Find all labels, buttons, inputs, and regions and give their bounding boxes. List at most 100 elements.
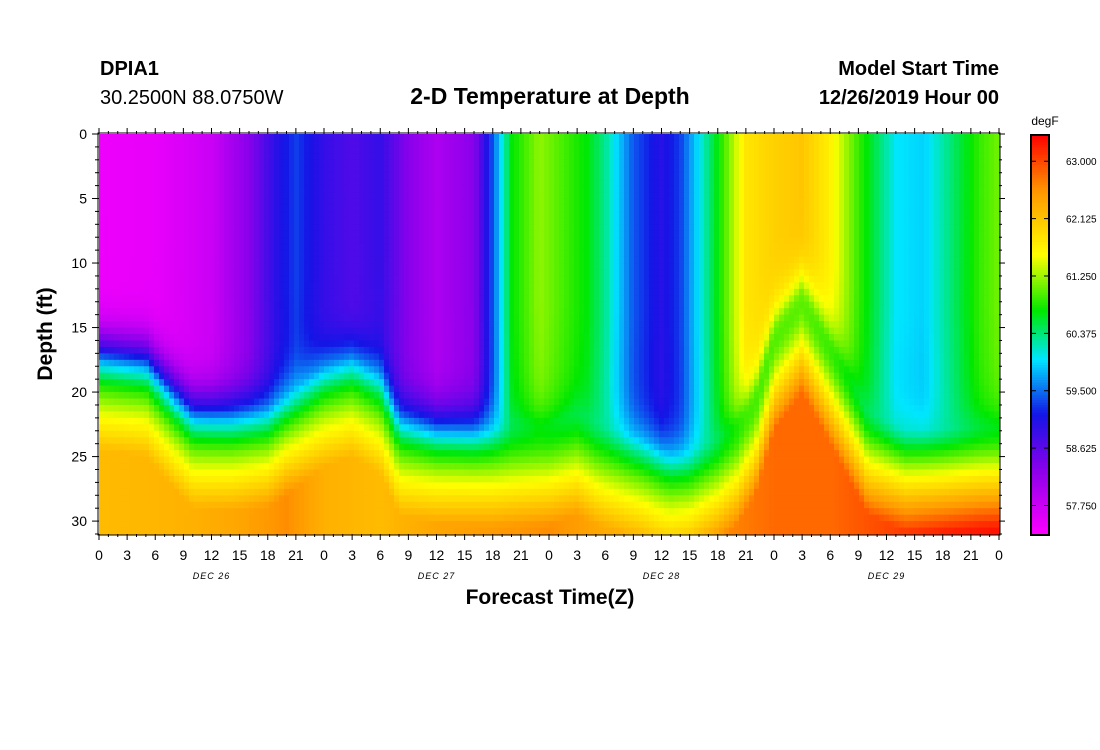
heatmap-cell — [489, 437, 495, 445]
heatmap-cell — [304, 469, 310, 477]
heatmap-cell — [349, 185, 355, 193]
heatmap-cell — [349, 275, 355, 283]
heatmap-cell — [384, 217, 390, 225]
heatmap-cell — [99, 411, 105, 419]
heatmap-cell — [349, 140, 355, 148]
heatmap-cell — [329, 430, 335, 438]
heatmap-cell — [104, 192, 110, 200]
heatmap-cell — [99, 417, 105, 425]
heatmap-cell — [489, 230, 495, 238]
heatmap-cell — [274, 417, 280, 425]
heatmap-cell — [369, 398, 375, 406]
heatmap-cell — [399, 211, 405, 219]
heatmap-cell — [134, 404, 140, 413]
heatmap-cell — [279, 456, 285, 464]
heatmap-cell — [269, 340, 275, 348]
heatmap-cell — [304, 521, 310, 529]
heatmap-cell — [449, 140, 455, 148]
heatmap-cell — [189, 288, 195, 296]
heatmap-cell — [184, 295, 190, 303]
heatmap-cell — [344, 288, 350, 296]
heatmap-cell — [344, 230, 350, 238]
heatmap-cell — [444, 437, 450, 445]
heatmap-cell — [484, 346, 490, 354]
heatmap-cell — [144, 140, 150, 148]
heatmap-cell — [314, 385, 320, 393]
heatmap-cell — [424, 224, 430, 232]
heatmap-cell — [419, 243, 425, 251]
heatmap-cell — [114, 437, 120, 445]
heatmap-cell — [494, 437, 500, 445]
heatmap-cell — [429, 192, 435, 200]
heatmap-cell — [474, 256, 480, 264]
heatmap-cell — [459, 224, 465, 232]
heatmap-cell — [334, 224, 340, 232]
heatmap-cell — [489, 198, 495, 206]
heatmap-cell — [99, 185, 105, 193]
heatmap-cell — [224, 314, 230, 322]
heatmap-cell — [189, 269, 195, 277]
heatmap-cell — [249, 443, 255, 451]
heatmap-cell — [159, 482, 165, 490]
heatmap-cell — [154, 308, 160, 316]
heatmap-cell — [304, 301, 310, 309]
heatmap-cell — [464, 179, 470, 187]
heatmap-cell — [129, 475, 135, 483]
heatmap-cell — [129, 288, 135, 296]
heatmap-cell — [384, 346, 390, 354]
heatmap-cell — [354, 424, 360, 432]
heatmap-cell — [144, 514, 150, 522]
heatmap-cell — [304, 404, 310, 413]
heatmap-cell — [214, 301, 220, 309]
heatmap-cell — [309, 488, 315, 496]
heatmap-cell — [389, 359, 395, 367]
heatmap-cell — [229, 204, 235, 213]
heatmap-cell — [214, 314, 220, 322]
heatmap-cell — [114, 314, 120, 322]
heatmap-cell — [289, 314, 295, 322]
heatmap-cell — [224, 153, 230, 161]
heatmap-cell — [144, 211, 150, 219]
heatmap-cell — [484, 475, 490, 483]
heatmap-cell — [349, 198, 355, 206]
heatmap-cell — [134, 275, 140, 283]
heatmap-cell — [374, 404, 380, 413]
heatmap-cell — [474, 398, 480, 406]
heatmap-cell — [189, 456, 195, 464]
heatmap-cell — [254, 237, 260, 245]
heatmap-cell — [414, 334, 420, 342]
heatmap-cell — [179, 501, 185, 509]
heatmap-cell — [219, 417, 225, 425]
heatmap-cell — [454, 204, 460, 213]
heatmap-cell — [284, 204, 290, 213]
heatmap-cell — [409, 340, 415, 348]
heatmap-cell — [174, 417, 180, 425]
heatmap-cell — [409, 346, 415, 354]
heatmap-cell — [259, 192, 265, 200]
heatmap-cell — [184, 153, 190, 161]
heatmap-cell — [214, 140, 220, 148]
heatmap-cell — [274, 159, 280, 167]
heatmap-cell — [494, 346, 500, 354]
heatmap-cell — [219, 217, 225, 225]
heatmap-cell — [99, 340, 105, 348]
heatmap-cell — [364, 456, 370, 464]
heatmap-cell — [249, 495, 255, 503]
heatmap-cell — [289, 340, 295, 348]
heatmap-cell — [284, 353, 290, 361]
heatmap-cell — [429, 146, 435, 154]
heatmap-cell — [289, 153, 295, 161]
heatmap-cell — [429, 185, 435, 193]
heatmap-cell — [164, 417, 170, 425]
heatmap-cell — [354, 269, 360, 277]
heatmap-cell — [199, 250, 205, 258]
heatmap-cell — [279, 204, 285, 213]
heatmap-cell — [139, 237, 145, 245]
heatmap-cell — [344, 237, 350, 245]
heatmap-cell — [364, 443, 370, 451]
heatmap-cell — [119, 404, 125, 413]
heatmap-cell — [309, 146, 315, 154]
heatmap-cell — [169, 159, 175, 167]
heatmap-cell — [414, 314, 420, 322]
heatmap-cell — [429, 508, 435, 516]
